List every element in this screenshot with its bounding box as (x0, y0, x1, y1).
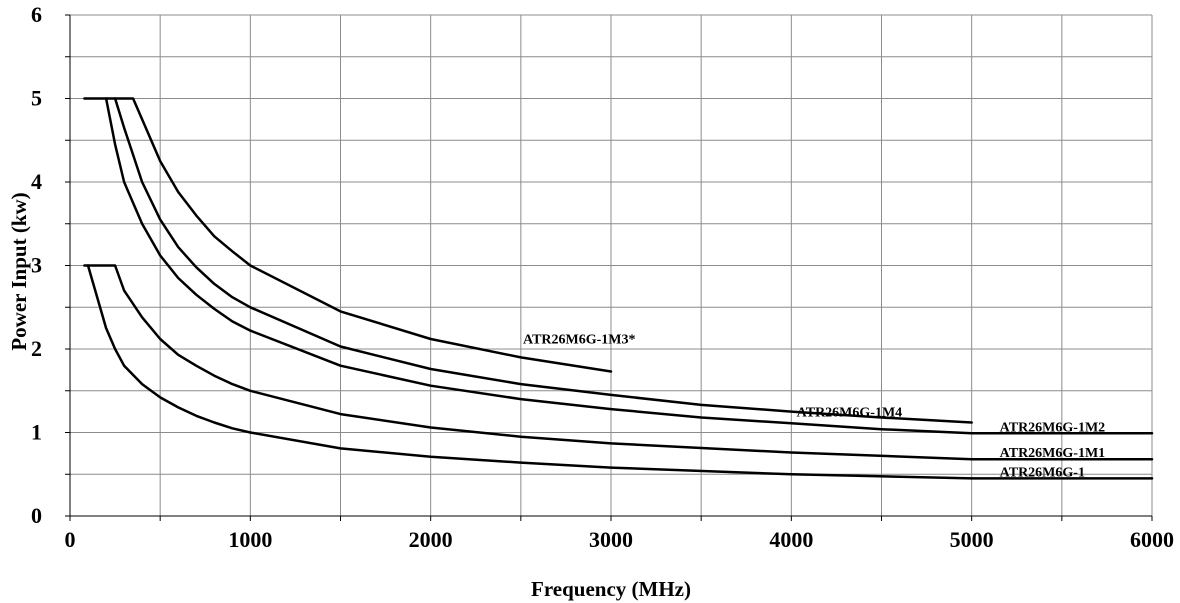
x-tick-label: 3000 (589, 527, 633, 552)
series-line-atr26m6g-1m2 (104, 97, 1154, 435)
y-tick-label: 6 (31, 2, 42, 27)
series-lines (83, 97, 1154, 480)
grid-lines (70, 14, 1153, 516)
x-tick-label: 6000 (1130, 527, 1174, 552)
y-axis-tick-labels: 0 1 2 3 4 5 6 (31, 2, 42, 528)
y-tick-label: 3 (31, 253, 42, 278)
series-line-atr26m6g-1 (86, 264, 1154, 480)
x-axis-title: Frequency (MHz) (531, 577, 691, 601)
axes (65, 14, 1153, 521)
y-tick-label: 2 (31, 336, 42, 361)
x-tick-label: 1000 (228, 527, 272, 552)
x-tick-label: 0 (65, 527, 76, 552)
series-label: ATR26M6G-1M3* (523, 333, 636, 348)
y-axis-title: Power Input (kw) (7, 192, 31, 350)
y-tick-label: 1 (31, 420, 42, 445)
x-tick-label: 5000 (950, 527, 994, 552)
series-labels: ATR26M6G-1M3* ATR26M6G-1M4 ATR26M6G-1M2 ATR… (523, 333, 1105, 481)
x-tick-label: 4000 (769, 527, 813, 552)
y-tick-label: 5 (31, 86, 42, 111)
series-label: ATR26M6G-1M1 (1000, 446, 1106, 461)
y-tick-label: 4 (31, 169, 42, 194)
series-line-atr26m6g-1m1 (83, 264, 1154, 461)
series-line-atr26m6g-1m3 (83, 97, 613, 373)
x-tick-label: 2000 (409, 527, 453, 552)
x-axis-tick-labels: 0 1000 2000 3000 4000 5000 6000 (65, 527, 1175, 552)
y-tick-label: 0 (31, 503, 42, 528)
series-label: ATR26M6G-1M2 (1000, 420, 1106, 435)
series-label: ATR26M6G-1 (1000, 465, 1085, 480)
series-line-atr26m6g-1m4 (113, 97, 973, 424)
series-label: ATR26M6G-1M4 (797, 405, 903, 420)
